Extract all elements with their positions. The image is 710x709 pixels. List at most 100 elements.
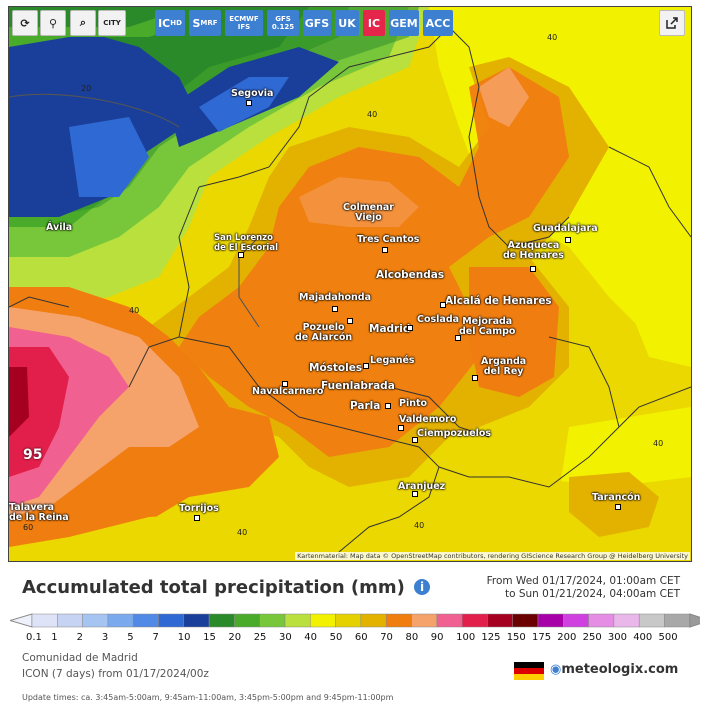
isoline-label: 40: [237, 528, 248, 537]
legend-swatch: [436, 613, 463, 628]
model-button-ecmwf[interactable]: ECMWF IFS: [225, 10, 263, 36]
model-button-uk[interactable]: UK: [335, 10, 359, 36]
legend-swatch: [158, 613, 185, 628]
city-marker: [407, 325, 413, 331]
model-label: GFS: [304, 16, 330, 30]
city-marker: [412, 491, 418, 497]
legend-swatch: [664, 613, 691, 628]
legend-tick-label: 90: [430, 632, 444, 643]
city-label: Valdemoro: [399, 414, 457, 425]
city-label: Mejorada del Campo: [459, 316, 516, 337]
legend-swatch: [259, 613, 286, 628]
legend-swatch: [284, 613, 311, 628]
model-label: IC: [158, 16, 171, 30]
legend-tick-label: 1: [51, 632, 58, 643]
zoom-button[interactable]: ⌕: [70, 10, 96, 36]
city-marker: [246, 100, 252, 106]
model-button-ic[interactable]: IC: [363, 10, 385, 36]
model-button-gfs-0125[interactable]: GFS 0.125: [267, 10, 299, 36]
legend-swatch: [31, 613, 58, 628]
legend-swatch: [310, 613, 336, 628]
model-button-gfs[interactable]: GFS: [303, 10, 331, 36]
legend-tick-label: 70: [380, 632, 393, 643]
city-label: Colmenar Viejo: [343, 202, 394, 223]
city-label: Arganda del Rey: [481, 356, 527, 377]
city-marker: [363, 363, 369, 369]
legend-swatch: [183, 613, 210, 628]
model-sublabel: IFS: [237, 23, 251, 31]
region-name: Comunidad de Madrid: [22, 652, 138, 664]
city-label: Madrid: [369, 323, 411, 335]
legend-tick-label: 30: [279, 632, 292, 643]
city-marker: [565, 237, 571, 243]
info-icon[interactable]: i: [414, 579, 430, 595]
model-button-acc[interactable]: ACC: [423, 10, 453, 36]
legend-tick-label: 150: [506, 632, 526, 643]
legend-swatch: [208, 613, 235, 628]
isoline-label: 40: [414, 521, 425, 530]
legend-tick-label: 175: [532, 632, 552, 643]
model-button-gem[interactable]: GEM: [389, 10, 419, 36]
legend-tick-label: 100: [456, 632, 476, 643]
model-run-info: ICON (7 days) from 01/17/2024/00z: [22, 668, 209, 680]
update-times: Update times: ca. 3:45am-5:00am, 9:45am-…: [22, 693, 394, 702]
isoline-label: 20: [81, 84, 92, 93]
city-marker: [194, 515, 200, 521]
legend-swatch: [411, 613, 438, 628]
period-to: to Sun 01/21/2024, 04:00am CET: [504, 588, 680, 600]
legend-arrow-right: [689, 613, 710, 628]
legend-tick-label: 50: [329, 632, 343, 643]
legend-swatch: [461, 613, 488, 628]
precipitation-map[interactable]: Segovia Ávila Colmenar Viejo Tres Cantos…: [8, 6, 692, 562]
legend-swatch: [335, 613, 362, 628]
model-label: IC: [367, 16, 381, 30]
refresh-icon: ⟳: [20, 16, 30, 30]
model-sublabel: HD: [170, 19, 182, 27]
city-label: Guadalajara: [533, 223, 598, 234]
city-label: Alcobendas: [376, 269, 445, 281]
legend-swatch: [512, 613, 539, 628]
globe-icon: ◉: [550, 662, 562, 677]
city-label: Segovia: [231, 88, 274, 99]
model-label: S: [192, 16, 201, 30]
city-toggle-button[interactable]: CITY: [98, 10, 126, 36]
city-marker: [412, 437, 418, 443]
model-button-ichd[interactable]: IC HD: [155, 10, 185, 36]
city-marker: [385, 403, 391, 409]
model-sublabel: 0.125: [271, 23, 295, 31]
legend-tick-label: 500: [658, 632, 678, 643]
legend-tick-label: 10: [177, 632, 191, 643]
legend-tick-label: 5: [127, 632, 134, 643]
refresh-button[interactable]: ⟳: [12, 10, 38, 36]
legend-swatch: [537, 613, 564, 628]
model-label: ACC: [425, 16, 451, 30]
legend-tick-label: 20: [228, 632, 242, 643]
isoline-label: 40: [367, 110, 378, 119]
legend-tick-label: 3: [101, 632, 109, 643]
isoline-label: 40: [129, 306, 140, 315]
city-label: Móstoles: [309, 362, 363, 374]
city-marker: [615, 504, 621, 510]
map-attribution: Kartenmaterial: Map data © OpenStreetMap…: [295, 552, 690, 560]
legend-tick-label: 2: [76, 632, 83, 643]
share-button[interactable]: [659, 10, 685, 36]
model-button-smrf[interactable]: S MRF: [189, 10, 221, 36]
city-label: Ciempozuelos: [417, 428, 492, 439]
brand-name: meteologix.com: [561, 662, 679, 677]
legend-tick-label: 200: [557, 632, 577, 643]
legend-swatch: [588, 613, 615, 628]
city-label: Pozuelo de Alarcón: [295, 322, 353, 343]
city-marker: [347, 318, 353, 324]
city-marker: [440, 302, 446, 308]
location-button[interactable]: ⚲: [40, 10, 66, 36]
city-label: Torrijos: [179, 503, 219, 514]
city-label: San Lorenzo de El Escorial: [214, 233, 278, 253]
model-label: GEM: [390, 16, 418, 30]
isoline-label: 40: [653, 439, 664, 448]
meteologix-logo[interactable]: ◉meteologix.com: [550, 662, 678, 677]
max-value-label: 95: [23, 447, 43, 463]
city-label: Navalcarnero: [252, 386, 324, 397]
precipitation-field: [9, 7, 691, 561]
legend-swatch: [487, 613, 513, 628]
city-marker: [472, 375, 478, 381]
